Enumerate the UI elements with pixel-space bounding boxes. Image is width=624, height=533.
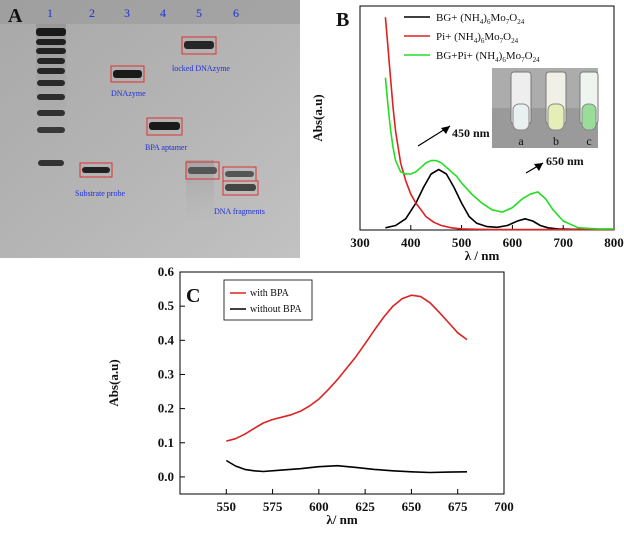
lane-number: 1: [47, 6, 53, 20]
legend-entry: BG+Pi+ (NH4)6Mo7O24: [436, 50, 540, 64]
y-tick-label: 0.1: [158, 435, 174, 450]
chart-b-svg: B a b c BG+ (NH4)6Mo7O24 Pi+ (NH4)6Mo7O2…: [310, 5, 624, 263]
band-box: [222, 180, 259, 196]
plot-frame: [179, 271, 505, 495]
legend-box: [223, 279, 313, 321]
gel-image: A 1 2 3 4 5 6: [0, 0, 300, 258]
x-axis-label: λ / nm: [465, 248, 500, 263]
chart-c-svg: C with BPA without BPA 550 575 600 625 650 67…: [106, 264, 514, 527]
x-axis-label: λ/ nm: [326, 512, 357, 527]
x-tick-label: 650: [402, 499, 422, 514]
band: [225, 184, 256, 191]
band-box: [185, 161, 220, 180]
annotation-arrowhead: [441, 126, 450, 134]
band: [225, 171, 254, 177]
series-line: [385, 168, 614, 231]
y-tick-label: 0.2: [158, 401, 174, 416]
lane-number: 6: [233, 6, 239, 20]
y-tick-label: 0.0: [158, 469, 174, 484]
y-axis-label: Abs(a.u): [106, 359, 121, 406]
x-tick-label: 625: [355, 499, 375, 514]
x-tick-label: 700: [553, 235, 573, 250]
band-box: [146, 117, 183, 136]
annotation-450: 450 nm: [452, 126, 490, 140]
y-tick-label: 0.5: [158, 298, 175, 313]
ladder-lane: [36, 24, 66, 166]
band: [188, 167, 217, 174]
legend-entry: BG+ (NH4)6Mo7O24: [436, 12, 525, 26]
legend-entry: with BPA: [250, 288, 290, 299]
band: [113, 70, 142, 78]
panel-c-letter: C: [186, 285, 200, 307]
panel-b-letter: B: [336, 9, 349, 31]
band-label: DNA fragments: [214, 207, 265, 216]
series-line: [225, 459, 468, 474]
band-label: DNAzyme: [111, 89, 146, 98]
lane-number: 4: [160, 6, 166, 20]
y-tick-label: 0.6: [158, 264, 175, 279]
vials-photo: a b c: [492, 68, 599, 148]
gel-wells: [0, 0, 300, 24]
vial-label: c: [586, 134, 591, 148]
series-line: [226, 294, 468, 442]
band-label: Substrate probe: [75, 189, 125, 198]
x-tick-label: 600: [503, 235, 523, 250]
band-label: BPA aptamer: [145, 143, 187, 152]
series-line: [384, 17, 614, 231]
x-tick-label: 400: [401, 235, 421, 250]
band: [184, 41, 214, 49]
band: [149, 122, 180, 130]
legend-entry: without BPA: [250, 304, 302, 315]
panel-a-letter: A: [8, 5, 23, 27]
x-tick-label: 500: [452, 235, 472, 250]
panel-a-gel: A 1 2 3 4 5 6: [0, 0, 300, 258]
panel-c-chart: C with BPA without BPA 550 575 600 625 650 67…: [100, 262, 520, 528]
band: [82, 167, 110, 173]
annotation-arrowhead: [534, 163, 543, 171]
band-label: locked DNAzyme: [172, 64, 230, 73]
x-tick-label: 800: [604, 235, 624, 250]
band-box: [181, 36, 217, 55]
band-box: [79, 162, 113, 178]
x-tick-label: 675: [448, 499, 468, 514]
y-tick-label: 0.4: [158, 332, 175, 347]
y-tick-label: 0.3: [158, 366, 175, 381]
panel-b-chart: B a b c BG+ (NH4)6Mo7O24 Pi+ (NH4)6Mo7O2…: [300, 0, 624, 264]
lane-number: 3: [124, 6, 130, 20]
x-tick-label: 300: [350, 235, 370, 250]
x-tick-label: 700: [494, 499, 514, 514]
legend-entry: Pi+ (NH4)6Mo7O24: [436, 31, 519, 45]
vial-label: a: [518, 134, 524, 148]
x-tick-label: 575: [263, 499, 283, 514]
vial-label: b: [553, 134, 559, 148]
x-tick-label: 600: [309, 499, 329, 514]
band-box: [110, 65, 145, 83]
legend-c: with BPA without BPA: [223, 279, 313, 321]
annotation-650: 650 nm: [546, 154, 584, 168]
lane-number: 5: [196, 6, 202, 20]
legend-b: BG+ (NH4)6Mo7O24 Pi+ (NH4)6Mo7O24 BG+Pi+…: [404, 12, 540, 64]
series-line: [384, 77, 614, 230]
y-axis-label: Abs(a.u): [310, 94, 325, 141]
x-tick-label: 550: [217, 499, 237, 514]
lane-number: 2: [89, 6, 95, 20]
